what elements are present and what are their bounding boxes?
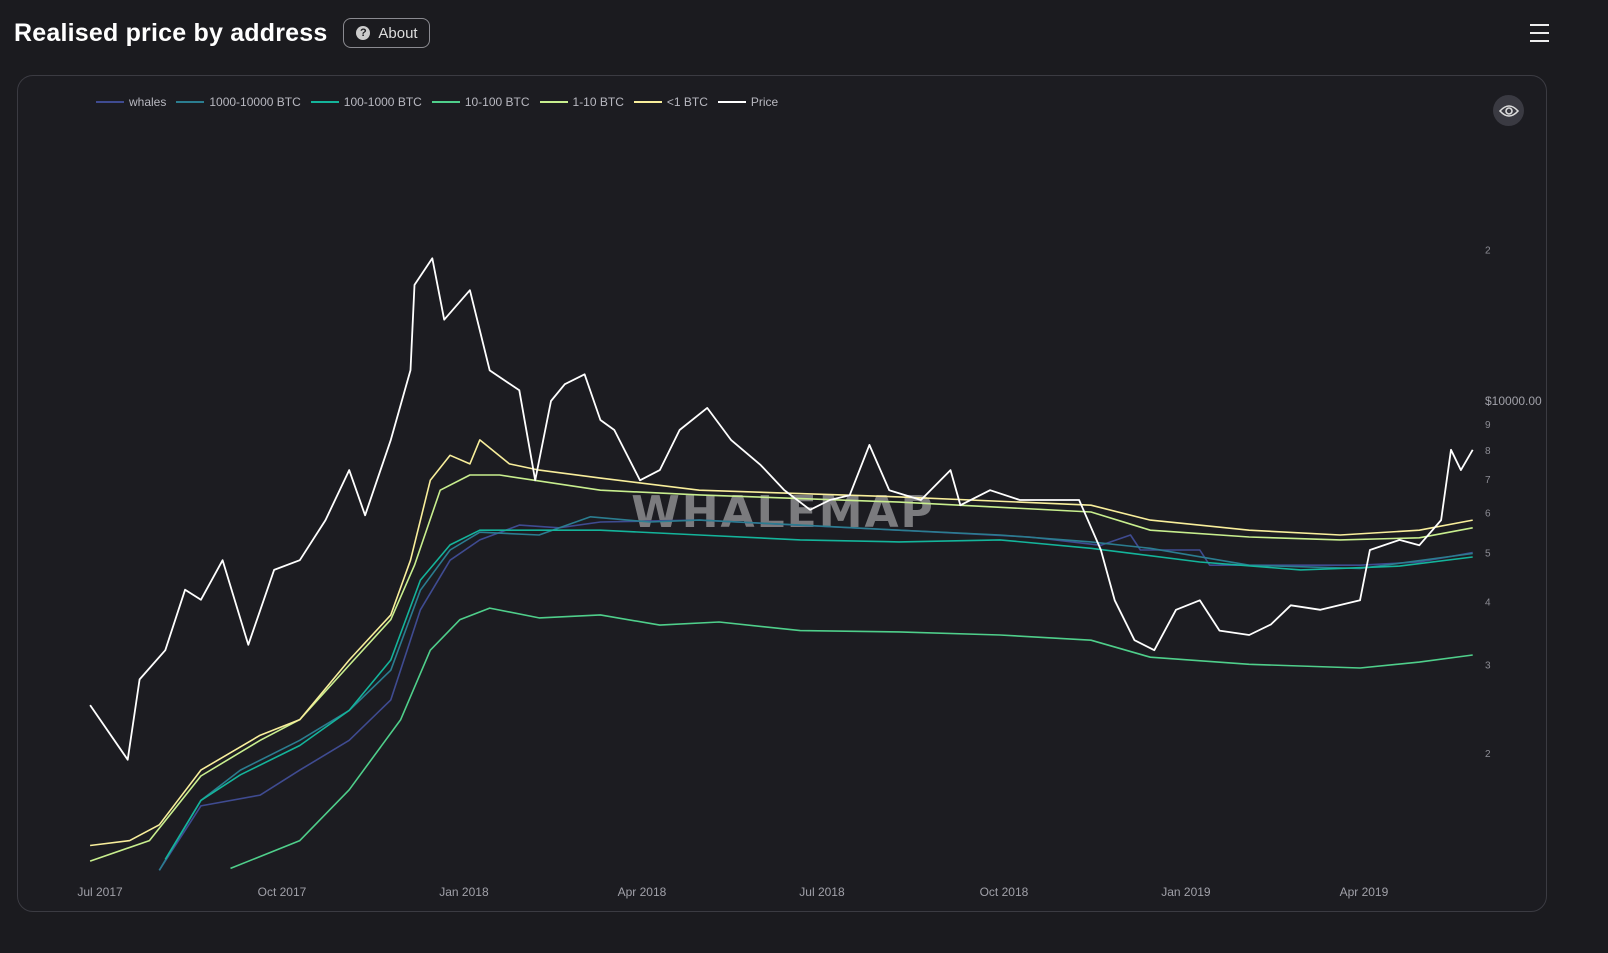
about-button[interactable]: ? About — [343, 18, 431, 48]
legend-item[interactable]: <1 BTC — [633, 95, 708, 109]
series-line-10-100-btc — [230, 607, 1473, 870]
series-line-100-1000-btc — [164, 529, 1473, 860]
legend-item[interactable]: 100-1000 BTC — [310, 95, 422, 109]
legend-swatch — [176, 101, 205, 103]
legend-swatch — [717, 101, 746, 103]
legend-label: 100-1000 BTC — [343, 95, 422, 109]
series-line-1000-10000-btc — [158, 516, 1473, 871]
x-tick-label: Oct 2018 — [980, 885, 1029, 899]
x-tick-label: Apr 2019 — [1340, 885, 1389, 899]
x-tick-label: Oct 2017 — [258, 885, 307, 899]
x-tick-label: Jul 2018 — [799, 885, 845, 899]
legend-item[interactable]: Price — [717, 95, 779, 109]
series-line-price — [89, 257, 1474, 761]
legend-item[interactable]: whales — [96, 95, 166, 109]
y-tick-label: 5 — [1485, 549, 1491, 560]
legend-swatch — [633, 101, 662, 103]
eye-icon[interactable] — [1493, 95, 1524, 126]
y-tick-label: 6 — [1485, 509, 1491, 520]
chart-panel — [17, 75, 1547, 912]
legend-label: 1000-10000 BTC — [209, 95, 301, 109]
legend-swatch — [96, 101, 124, 103]
legend-item[interactable]: 10-100 BTC — [431, 95, 530, 109]
x-tick-label: Jul 2017 — [77, 885, 123, 899]
y-tick-label: 2 — [1485, 749, 1491, 760]
legend-label: 10-100 BTC — [464, 95, 530, 109]
chart-legend: whales 1000-10000 BTC 100-1000 BTC 10-100 B… — [96, 95, 778, 109]
question-icon: ? — [356, 26, 371, 40]
legend-label: whales — [129, 95, 167, 109]
legend-swatch — [310, 101, 339, 103]
legend-label: 1-10 BTC — [572, 95, 624, 109]
series-line-1-10-btc — [89, 474, 1473, 862]
y-tick-label: $10000.00 — [1485, 394, 1542, 408]
y-tick-label: 9 — [1485, 420, 1491, 431]
legend-label: <1 BTC — [666, 95, 708, 109]
page-title: Realised price by address — [14, 18, 328, 47]
y-tick-label: 2 — [1485, 245, 1491, 256]
y-tick-label: 8 — [1485, 446, 1491, 457]
series-line--1-btc — [90, 439, 1473, 847]
x-tick-label: Jan 2018 — [439, 885, 489, 899]
page-header: Realised price by address ? About — [14, 18, 431, 48]
series-line-whales — [158, 519, 1473, 871]
legend-swatch — [431, 101, 460, 103]
x-tick-label: Jan 2019 — [1161, 885, 1211, 899]
legend-label: Price — [750, 95, 779, 109]
legend-swatch — [539, 101, 568, 103]
y-tick-label: 3 — [1485, 660, 1491, 671]
y-tick-label: 4 — [1485, 597, 1491, 608]
legend-item[interactable]: 1000-10000 BTC — [176, 95, 301, 109]
legend-item[interactable]: 1-10 BTC — [539, 95, 624, 109]
y-tick-label: 7 — [1485, 475, 1491, 486]
about-label: About — [378, 24, 418, 42]
hamburger-menu-icon[interactable] — [1530, 24, 1549, 44]
x-tick-label: Apr 2018 — [618, 885, 667, 899]
